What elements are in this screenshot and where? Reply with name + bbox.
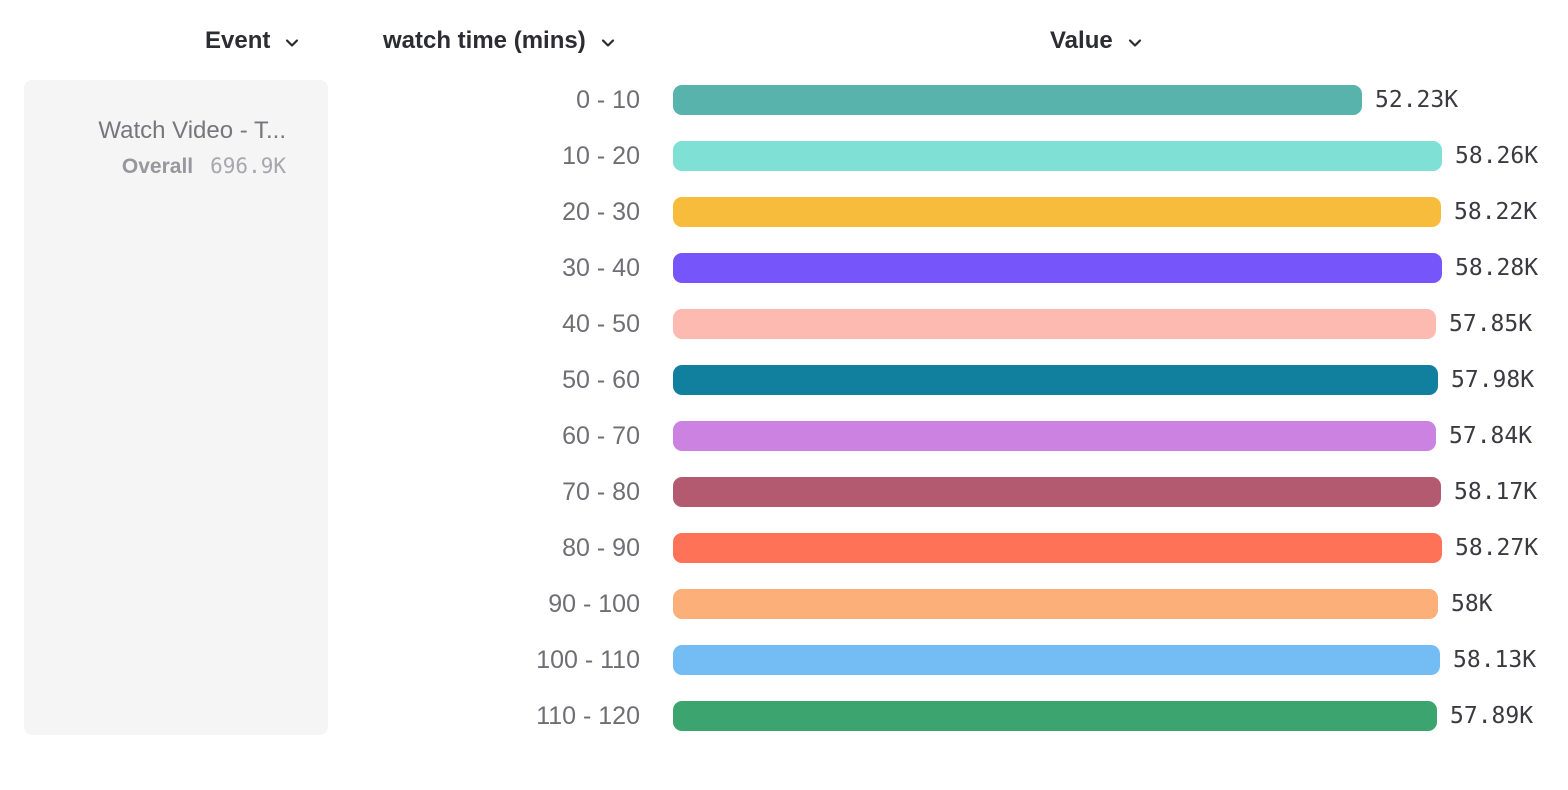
value-label: 57.85K <box>1449 311 1533 337</box>
chart-row: 50 - 60 57.98K <box>0 352 1568 408</box>
bar[interactable] <box>673 85 1362 115</box>
category-label: 90 - 100 <box>548 589 640 618</box>
overall-label: Overall <box>121 155 194 178</box>
value-label: 58.27K <box>1455 535 1539 561</box>
chart-row: 100 - 110 58.13K <box>0 632 1568 688</box>
chevron-down-icon <box>1126 34 1144 52</box>
bar[interactable] <box>673 253 1442 283</box>
chart-row: 0 - 10 52.23K <box>0 72 1568 128</box>
overall-value: 696.9K <box>210 154 286 178</box>
category-label: 110 - 120 <box>536 701 640 730</box>
bar[interactable] <box>673 421 1436 451</box>
bar[interactable] <box>673 645 1440 675</box>
chart-row: 30 - 40 58.28K <box>0 240 1568 296</box>
event-title: Watch Video - T... <box>98 117 286 144</box>
category-label: 80 - 90 <box>562 533 640 562</box>
bar[interactable] <box>673 141 1442 171</box>
category-label: 60 - 70 <box>562 421 640 450</box>
chart-row: 70 - 80 58.17K <box>0 464 1568 520</box>
chart-row: 60 - 70 57.84K <box>0 408 1568 464</box>
column-header-value[interactable]: Value <box>1050 27 1144 55</box>
bar[interactable] <box>673 197 1441 227</box>
bar[interactable] <box>673 701 1437 731</box>
value-label: 57.98K <box>1451 367 1535 393</box>
chart-row: 80 - 90 58.27K <box>0 520 1568 576</box>
bar[interactable] <box>673 365 1438 395</box>
value-label: 58.26K <box>1455 143 1539 169</box>
chart-row: 110 - 120 57.89K <box>0 688 1568 744</box>
column-header-event-label: Event <box>205 27 271 54</box>
category-label: 70 - 80 <box>562 477 640 506</box>
chart-row: 90 - 100 58K <box>0 576 1568 632</box>
column-header-breakdown[interactable]: watch time (mins) <box>383 27 617 55</box>
bar[interactable] <box>673 477 1441 507</box>
column-header-value-label: Value <box>1050 27 1113 54</box>
bar[interactable] <box>673 533 1442 563</box>
event-legend-card[interactable]: Watch Video - T... Overall 696.9K <box>24 80 328 735</box>
column-header-event[interactable]: Event <box>205 27 301 55</box>
chevron-down-icon <box>599 34 617 52</box>
value-label: 58.13K <box>1453 647 1537 673</box>
category-label: 0 - 10 <box>576 85 640 114</box>
category-label: 50 - 60 <box>562 365 640 394</box>
category-label: 100 - 110 <box>536 645 640 674</box>
category-label: 20 - 30 <box>562 197 640 226</box>
bar[interactable] <box>673 589 1438 619</box>
category-label: 40 - 50 <box>562 309 640 338</box>
category-label: 30 - 40 <box>562 253 640 282</box>
chart-row: 20 - 30 58.22K <box>0 184 1568 240</box>
category-label: 10 - 20 <box>562 141 640 170</box>
column-header-breakdown-label: watch time (mins) <box>383 27 586 54</box>
value-label: 58K <box>1451 591 1493 617</box>
chevron-down-icon <box>283 34 301 52</box>
value-label: 58.17K <box>1454 479 1538 505</box>
chart-rows: 0 - 10 52.23K 10 - 20 58.26K 20 - 30 58.… <box>0 72 1568 744</box>
bar[interactable] <box>673 309 1436 339</box>
value-label: 57.84K <box>1449 423 1533 449</box>
value-label: 52.23K <box>1375 87 1459 113</box>
chart-row: 10 - 20 58.26K <box>0 128 1568 184</box>
value-label: 58.22K <box>1454 199 1538 225</box>
chart-row: 40 - 50 57.85K <box>0 296 1568 352</box>
value-label: 57.89K <box>1450 703 1534 729</box>
event-overall-row: Overall 696.9K <box>24 154 286 179</box>
bar-chart: 0 - 10 52.23K 10 - 20 58.26K 20 - 30 58.… <box>0 72 1568 744</box>
value-label: 58.28K <box>1455 255 1539 281</box>
